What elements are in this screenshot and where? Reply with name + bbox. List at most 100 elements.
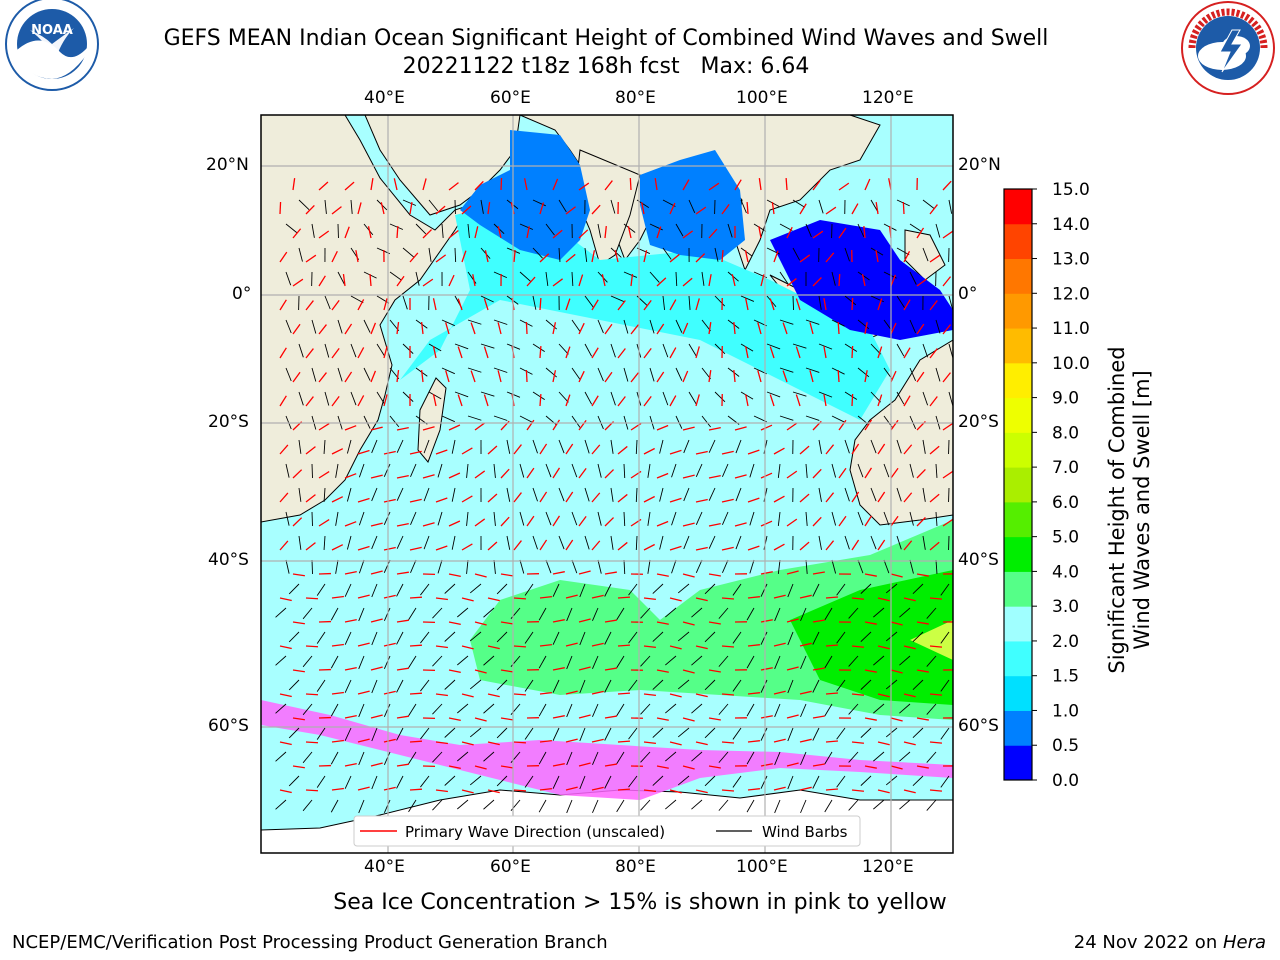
lat-tick-right-0: 0°	[958, 284, 978, 304]
wave-direction-arrow	[627, 226, 632, 239]
wave-direction-arrow	[409, 740, 423, 743]
wave-direction-arrow	[851, 789, 865, 792]
wind-barb	[288, 727, 300, 739]
wind-barb	[335, 511, 339, 526]
wind-barb	[844, 343, 858, 352]
wave-direction-arrow	[838, 419, 847, 431]
wind-barb	[909, 319, 917, 334]
wave-direction-arrow	[578, 570, 591, 575]
wind-barb	[926, 703, 937, 715]
wind-barb	[532, 439, 538, 454]
wave-direction-arrows	[275, 177, 953, 814]
wind-barb	[746, 799, 755, 813]
wind-barb	[718, 607, 729, 619]
wave-direction-arrow	[721, 645, 735, 648]
wind-barb	[885, 727, 898, 738]
wind-barb	[302, 799, 313, 812]
wind-barb	[571, 511, 578, 526]
wave-direction-arrow	[552, 467, 561, 479]
wind-barb	[824, 655, 833, 669]
wind-barb	[732, 679, 742, 692]
wave-direction-arrow	[383, 498, 396, 503]
wave-direction-arrow	[760, 763, 773, 767]
wind-barb	[396, 583, 404, 597]
wind-barb	[396, 439, 404, 453]
wave-direction-arrow	[474, 422, 486, 431]
wind-barb	[818, 343, 833, 350]
wave-direction-arrow	[383, 394, 388, 407]
wind-barb	[337, 271, 345, 285]
wave-direction-arrow	[305, 348, 314, 359]
wind-barb	[610, 535, 614, 550]
wave-direction-arrow	[369, 273, 372, 287]
colorbar-segment	[1004, 501, 1032, 538]
wave-direction-arrow	[695, 546, 708, 551]
wind-barb	[883, 511, 890, 526]
wind-barb	[335, 559, 339, 574]
wind-barb	[649, 319, 655, 334]
wind-barb	[760, 727, 768, 741]
wave-direction-arrow	[643, 597, 656, 601]
wave-direction-arrow	[721, 597, 735, 600]
wind-barb	[610, 199, 616, 214]
wave-direction-arrow	[799, 254, 811, 263]
wave-direction-arrow	[916, 573, 929, 577]
wind-barb	[483, 703, 495, 714]
wave-direction-arrow	[799, 541, 810, 551]
wave-direction-arrow	[552, 178, 559, 191]
wave-direction-arrow	[812, 763, 825, 767]
wind-barb	[323, 535, 326, 550]
wave-direction-arrow	[370, 370, 377, 383]
wind-barb	[647, 559, 651, 574]
wind-barb	[604, 583, 612, 597]
wave-direction-arrow	[461, 741, 474, 746]
wave-direction-arrow	[357, 545, 370, 551]
wind-barb	[579, 727, 586, 742]
wave-direction-arrow	[305, 542, 316, 551]
wind-barb	[423, 487, 430, 502]
colorbar-segment	[1004, 293, 1032, 329]
wave-direction-arrow	[656, 226, 662, 239]
wind-barb	[688, 343, 697, 357]
wind-barb	[662, 391, 669, 406]
legend-wave-label: Primary Wave Direction (unscaled)	[405, 823, 665, 841]
wind-barb	[883, 463, 890, 478]
wave-direction-arrow	[318, 519, 330, 527]
wind-barb	[467, 367, 482, 373]
wind-barb	[363, 367, 371, 381]
wind-barb	[506, 439, 511, 454]
wave-direction-arrow	[396, 426, 409, 431]
wave-direction-arrow	[929, 645, 943, 648]
wind-barb	[805, 415, 820, 421]
wave-direction-arrow	[370, 322, 377, 335]
wind-barb	[665, 607, 677, 618]
wind-barb	[383, 463, 391, 477]
wave-direction-arrow	[708, 765, 721, 769]
wave-direction-arrow	[513, 789, 527, 792]
wind-barb	[552, 679, 560, 693]
wind-barb	[948, 343, 953, 358]
wave-direction-arrow	[435, 789, 448, 793]
wind-barb	[926, 655, 937, 667]
wind-barb	[571, 415, 581, 428]
wave-direction-arrow	[769, 346, 775, 359]
wave-direction-arrow	[292, 323, 301, 335]
wave-direction-arrow	[916, 765, 929, 769]
wave-direction-arrow	[812, 277, 822, 287]
wave-direction-arrow	[708, 322, 712, 335]
wind-barb	[948, 199, 953, 214]
wind-barb	[415, 223, 427, 235]
wave-direction-arrow	[435, 205, 446, 215]
wind-barb	[860, 727, 872, 738]
wave-direction-arrow	[318, 230, 330, 239]
wind-barb	[358, 607, 365, 622]
wave-direction-arrow	[474, 180, 484, 191]
wave-direction-arrow	[875, 250, 879, 263]
wind-barb	[948, 391, 953, 406]
wind-barb	[285, 559, 290, 574]
wave-direction-arrow	[799, 493, 810, 503]
wind-barb	[774, 799, 781, 814]
wind-barb	[677, 775, 690, 786]
wind-barb	[704, 727, 716, 739]
wind-barb	[824, 607, 833, 621]
